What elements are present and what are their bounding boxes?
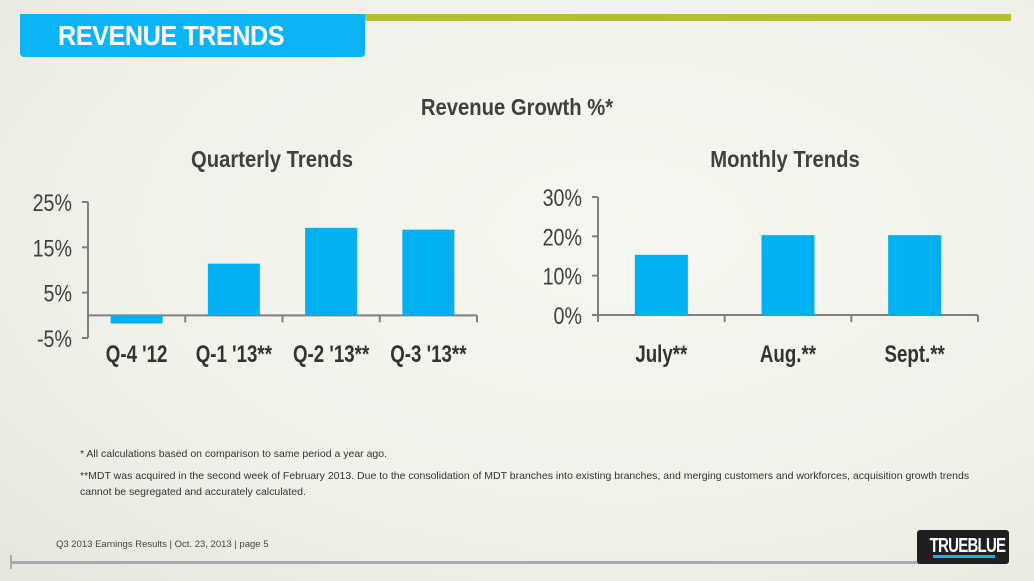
revenue-charts: 25% 15% 5% -5% Q-4 '12 Q-1 '13** Q-2 '13** Q-3 … [33,184,979,368]
quarterly-y-tick-label: 5% [44,280,72,307]
quarterly-category-label: Q-4 '12 [106,341,168,368]
quarterly-y-tick-label: 25% [33,189,72,216]
monthly-y-tick-label: 30% [543,184,582,211]
quarterly-category-label: Q-3 '13** [390,341,467,368]
page-title: REVENUE TRENDS [58,20,285,51]
quarterly-bar [110,315,163,324]
quarterly-bar [305,227,358,316]
monthly-chart-title: Monthly Trends [710,146,860,172]
quarterly-chart-title: Quarterly Trends [190,146,353,172]
quarterly-y-tick-label: 15% [33,234,72,261]
quarterly-bar [402,229,455,316]
monthly-category-label: Sept.** [885,341,946,368]
trueblue-logo: TRUEBLUE [917,530,1009,564]
quarterly-y-tick-label: -5% [37,325,72,352]
quarterly-bar [207,263,260,316]
logo-text: TRUEBLUE [929,535,1006,557]
footnotes: * All calculations based on comparison t… [80,446,980,506]
monthly-bar [888,235,942,315]
quarterly-category-label: Q-1 '13** [196,341,273,368]
logo-underline [933,555,995,558]
footnote-2: **MDT was acquired in the second week of… [80,470,970,498]
title-banner: REVENUE TRENDS [20,14,365,57]
monthly-bar [761,235,815,315]
monthly-category-label: July** [635,341,688,368]
chart-main-title: Revenue Growth %* [420,94,614,120]
monthly-category-label: Aug.** [760,341,817,368]
monthly-bar [634,254,688,315]
footer-divider [11,561,926,564]
monthly-y-tick-label: 10% [543,263,582,290]
monthly-y-tick-label: 0% [554,302,582,329]
footer-caption: Q3 2013 Earnings Results | Oct. 23, 2013… [56,539,269,550]
quarterly-category-label: Q-2 '13** [293,341,370,368]
header-accent-band [365,14,1011,21]
monthly-y-tick-label: 20% [543,223,582,250]
footnote-1: * All calculations based on comparison t… [80,448,388,460]
footer-divider-tick [10,555,12,569]
